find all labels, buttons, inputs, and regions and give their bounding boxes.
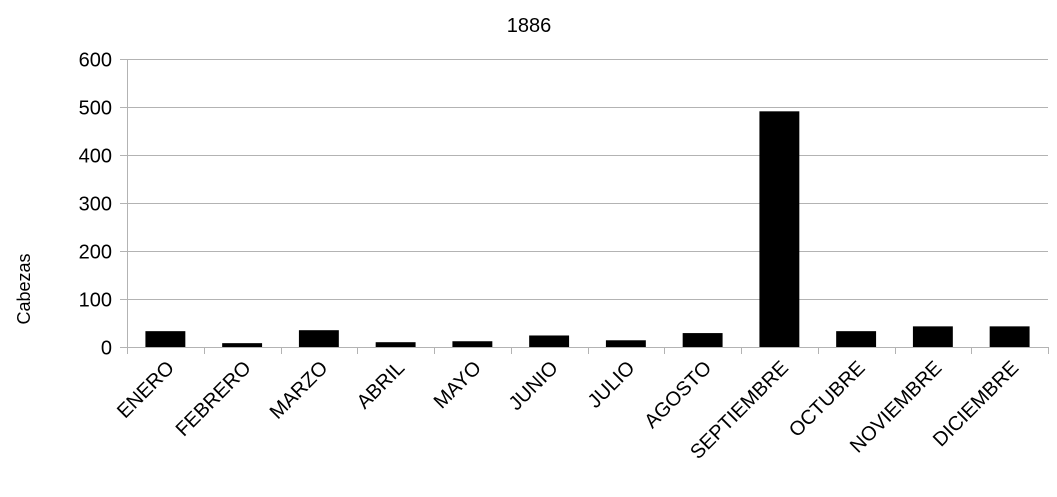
y-tick-label: 600 (79, 50, 112, 72)
bar-septiembre (759, 111, 800, 347)
y-tick-label: 100 (79, 290, 112, 312)
grid-lines (127, 59, 1048, 300)
x-tick-label: ENERO (113, 357, 179, 423)
bar-octubre (836, 331, 877, 347)
x-tick-label: AGOSTO (640, 357, 716, 433)
bar-julio (605, 340, 646, 347)
x-tick-label: OCTUBRE (785, 357, 870, 442)
x-tick-label: MAYO (430, 357, 486, 413)
y-tick-labels: 0 100 200 300 400 500 600 (79, 50, 112, 360)
x-tick-label: MARZO (266, 357, 333, 424)
y-tick-label: 200 (79, 242, 112, 264)
bars (145, 111, 1030, 347)
bar-enero (145, 331, 186, 347)
chart-title: 1886 (507, 15, 552, 37)
y-tick-label: 0 (101, 338, 112, 360)
bar-agosto (682, 333, 723, 347)
bar-noviembre (912, 326, 953, 347)
bar-junio (529, 335, 570, 347)
bar-febrero (222, 343, 263, 347)
y-tick-label: 500 (79, 98, 112, 120)
y-tick-label: 300 (79, 194, 112, 216)
y-axis-title: Cabezas (14, 253, 34, 324)
bar-marzo (298, 330, 339, 347)
y-tick-label: 400 (79, 146, 112, 168)
bar-abril (375, 342, 416, 347)
x-tick-label: JUNIO (505, 357, 563, 415)
bar-mayo (452, 341, 493, 347)
x-tick-label: JULIO (584, 357, 640, 413)
x-tick-label: FEBRERO (172, 357, 256, 441)
bar-diciembre (989, 326, 1030, 347)
axes (120, 59, 1049, 354)
x-tick-label: ABRIL (353, 357, 409, 413)
